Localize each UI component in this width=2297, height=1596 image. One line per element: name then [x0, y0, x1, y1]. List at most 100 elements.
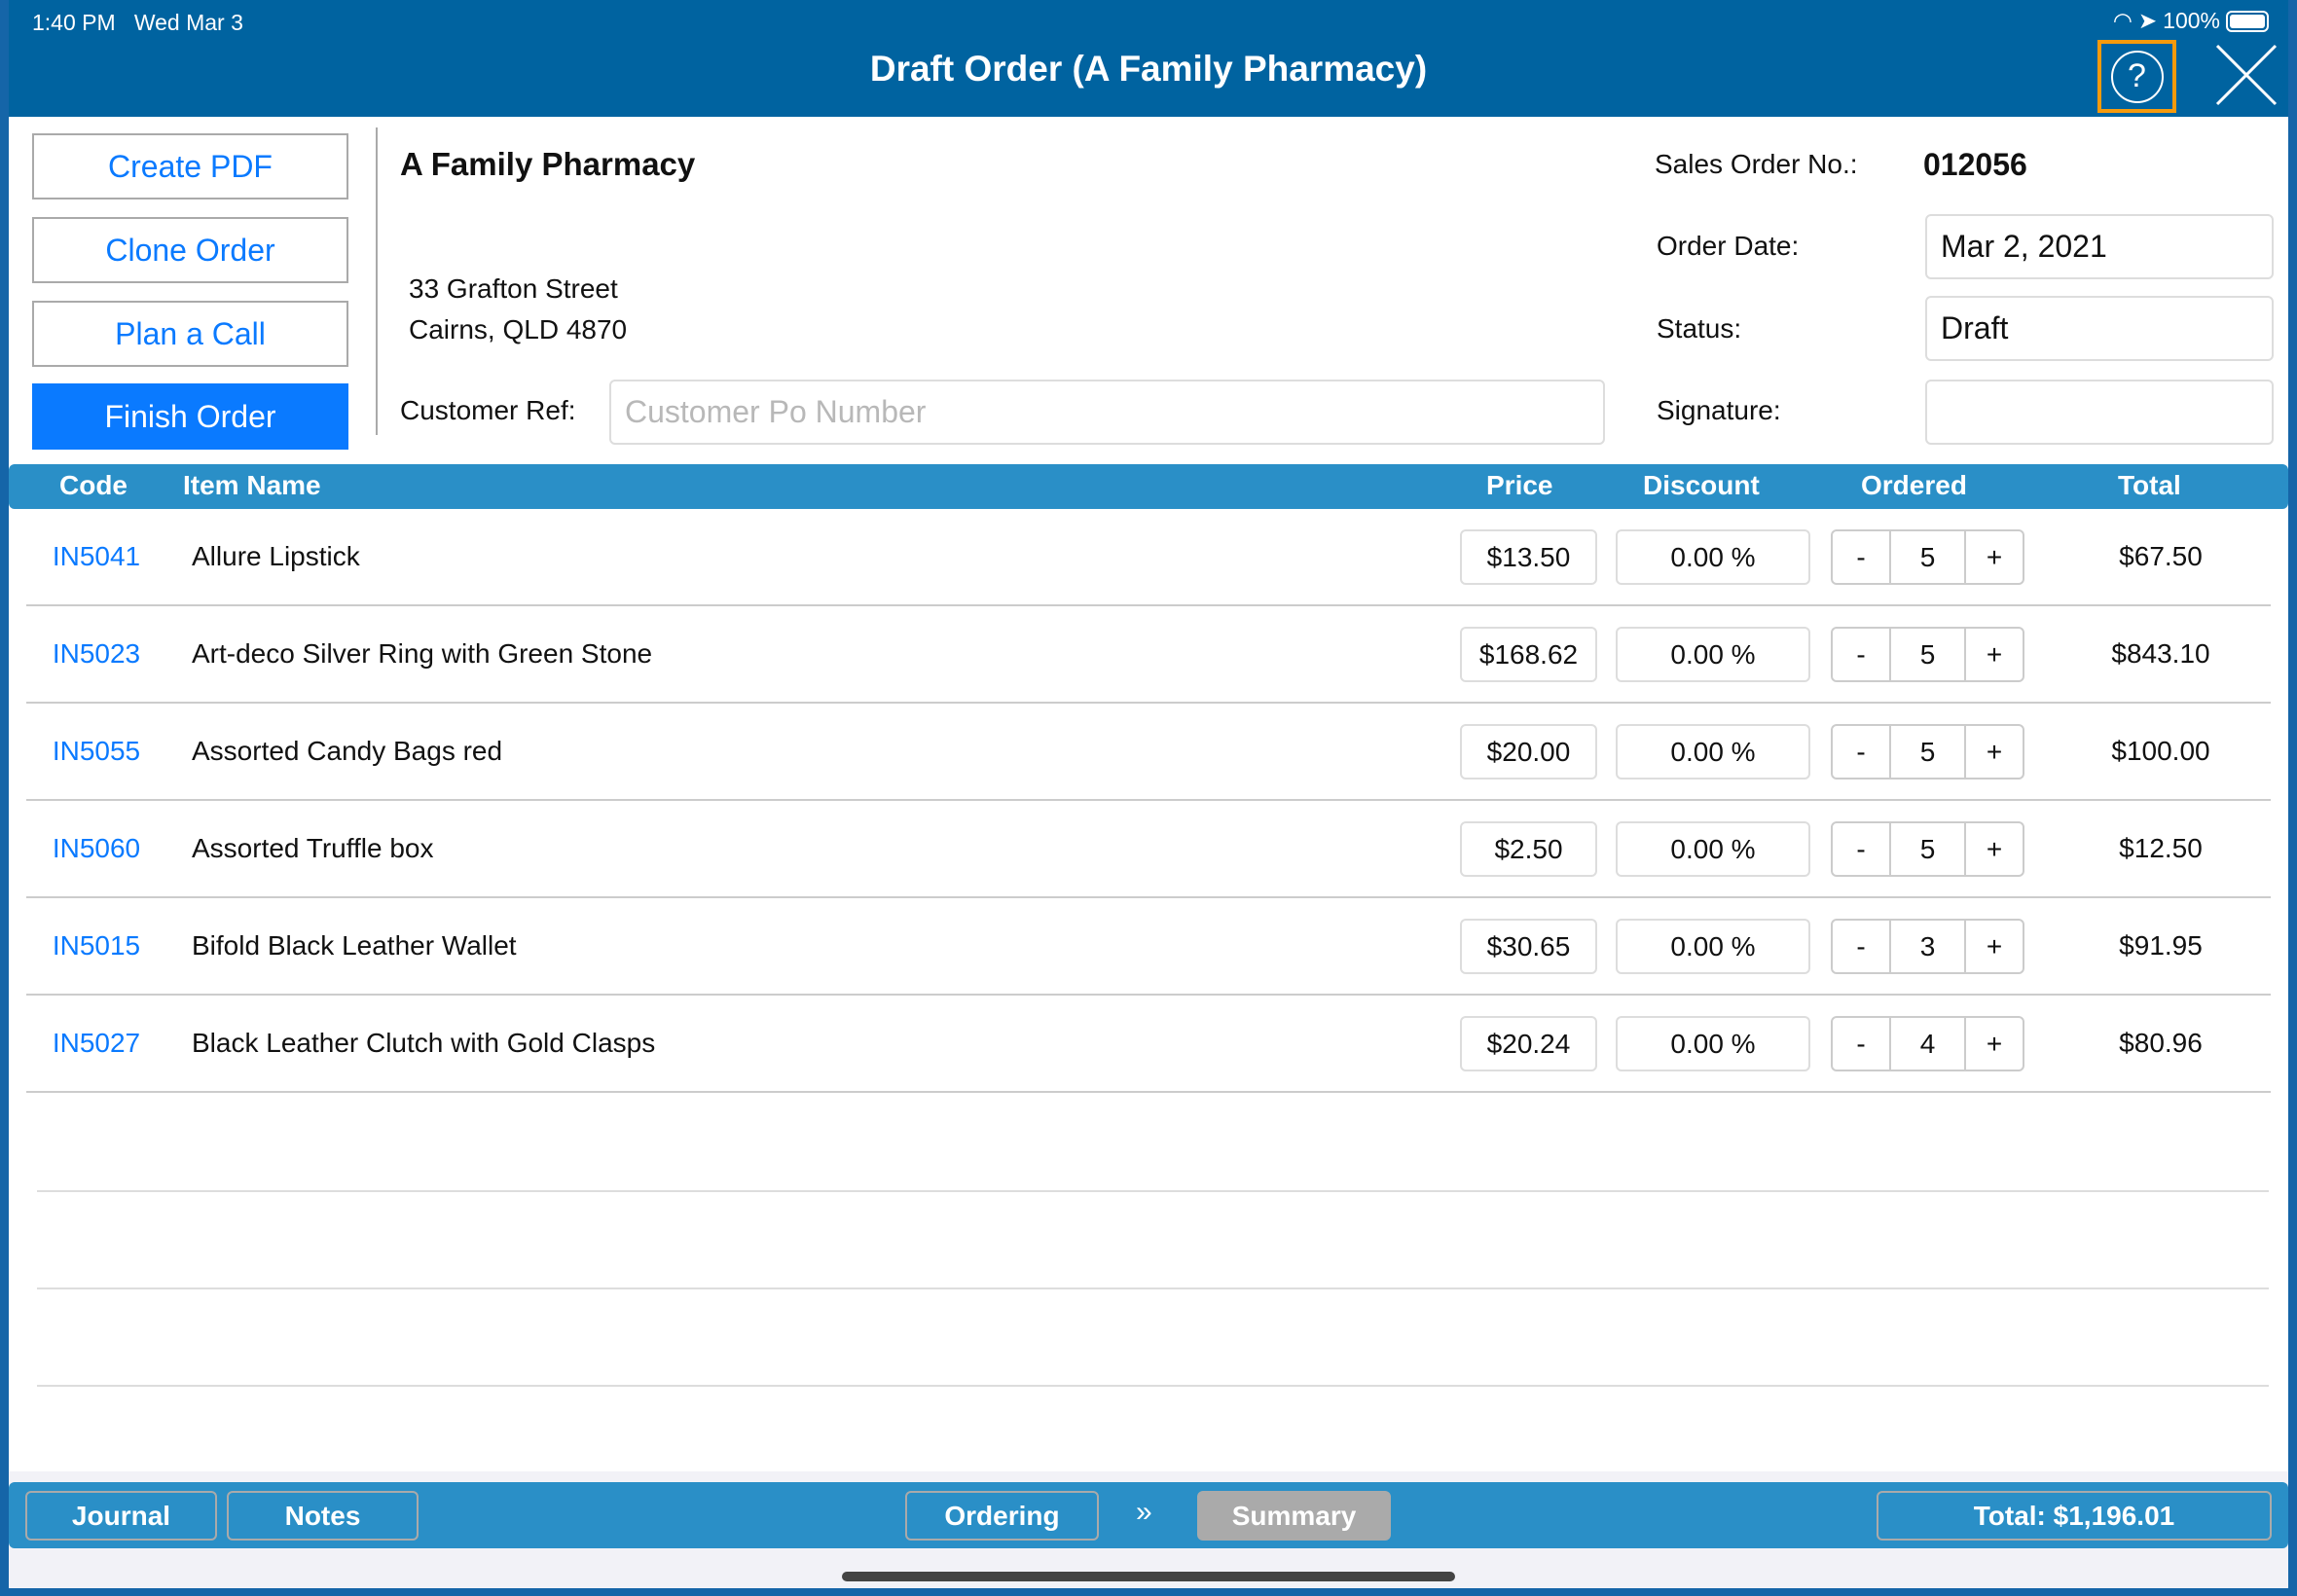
line-total: $12.50: [2119, 833, 2203, 863]
increment-button[interactable]: +: [1986, 930, 2003, 961]
clone-order-button[interactable]: Clone Order: [32, 217, 348, 283]
col-ordered: Ordered: [1861, 470, 1967, 500]
table-row[interactable]: IN5015 Bifold Black Leather Wallet $30.6…: [26, 898, 2271, 996]
table-row[interactable]: IN5055 Assorted Candy Bags red $20.00 0.…: [26, 704, 2271, 801]
quantity-value[interactable]: 4: [1889, 1018, 1966, 1070]
quantity-stepper: - 5 +: [1831, 529, 2024, 585]
customer-ref-field[interactable]: [609, 380, 1605, 445]
sales-order-number: 012056: [1923, 147, 2027, 182]
quantity-value[interactable]: 5: [1889, 726, 1966, 778]
quantity-value[interactable]: 3: [1889, 921, 1966, 972]
decrement-button[interactable]: -: [1856, 736, 1866, 767]
col-discount: Discount: [1643, 470, 1760, 500]
discount-field[interactable]: 0.00 %: [1616, 919, 1810, 974]
total-button[interactable]: Total: $1,196.01: [1877, 1491, 2272, 1541]
plan-call-button[interactable]: Plan a Call: [32, 301, 348, 367]
quantity-value[interactable]: 5: [1889, 531, 1966, 583]
decrement-button[interactable]: -: [1856, 930, 1866, 961]
table-row[interactable]: IN5041 Allure Lipstick $13.50 0.00 % - 5…: [26, 509, 2271, 606]
quantity-stepper: - 5 +: [1831, 821, 2024, 877]
quantity-stepper: - 4 +: [1831, 1016, 2024, 1071]
empty-row-divider: [37, 1385, 2269, 1387]
item-name: Art-deco Silver Ring with Green Stone: [192, 638, 653, 669]
item-code-link[interactable]: IN5023: [52, 638, 141, 669]
table-row[interactable]: IN5027 Black Leather Clutch with Gold Cl…: [26, 996, 2271, 1093]
address-line1: 33 Grafton Street: [409, 273, 618, 304]
status-field[interactable]: Draft: [1925, 296, 2274, 361]
time: 1:40 PM: [32, 10, 116, 35]
item-code-link[interactable]: IN5060: [52, 833, 141, 863]
customer-ref-input[interactable]: [625, 394, 1603, 430]
quantity-stepper: - 5 +: [1831, 724, 2024, 780]
customer-ref-label: Customer Ref:: [400, 395, 576, 425]
status-label: Status:: [1657, 313, 1742, 344]
line-total: $67.50: [2119, 541, 2203, 571]
item-name: Allure Lipstick: [192, 541, 360, 571]
col-item-name: Item Name: [183, 470, 321, 500]
quantity-value[interactable]: 5: [1889, 823, 1966, 875]
increment-button[interactable]: +: [1986, 1028, 2003, 1059]
discount-field[interactable]: 0.00 %: [1616, 627, 1810, 682]
quantity-stepper: - 5 +: [1831, 627, 2024, 682]
home-indicator[interactable]: [842, 1572, 1455, 1581]
order-date-label: Order Date:: [1657, 231, 1800, 261]
price-field[interactable]: $30.65: [1460, 919, 1597, 974]
col-code: Code: [59, 470, 128, 500]
signature-label: Signature:: [1657, 395, 1781, 425]
step-separator: »: [1136, 1496, 1152, 1528]
finish-order-button[interactable]: Finish Order: [32, 383, 348, 450]
signature-field[interactable]: [1925, 380, 2274, 445]
discount-field[interactable]: 0.00 %: [1616, 724, 1810, 780]
discount-field[interactable]: 0.00 %: [1616, 821, 1810, 877]
journal-button[interactable]: Journal: [25, 1491, 217, 1541]
date: Wed Mar 3: [133, 10, 243, 35]
create-pdf-button[interactable]: Create PDF: [32, 133, 348, 200]
status-time: 1:40 PM Wed Mar 3: [32, 10, 243, 36]
decrement-button[interactable]: -: [1856, 833, 1866, 864]
price-field[interactable]: $20.24: [1460, 1016, 1597, 1071]
increment-button[interactable]: +: [1986, 638, 2003, 670]
item-code-link[interactable]: IN5015: [52, 930, 141, 961]
item-code-link[interactable]: IN5027: [52, 1028, 141, 1058]
item-code-link[interactable]: IN5041: [52, 541, 141, 571]
item-name: Bifold Black Leather Wallet: [192, 930, 517, 961]
divider: [376, 127, 378, 435]
decrement-button[interactable]: -: [1856, 541, 1866, 572]
increment-button[interactable]: +: [1986, 541, 2003, 572]
item-code-link[interactable]: IN5055: [52, 736, 141, 766]
screen: 1:40 PM Wed Mar 3 ◠ ➤ 100% Draft Order (…: [9, 0, 2288, 1588]
quantity-stepper: - 3 +: [1831, 919, 2024, 974]
customer-name: A Family Pharmacy: [400, 146, 696, 182]
line-total: $100.00: [2111, 736, 2210, 766]
location-icon: ➤: [2137, 8, 2158, 33]
table-row[interactable]: IN5023 Art-deco Silver Ring with Green S…: [26, 606, 2271, 704]
quantity-value[interactable]: 5: [1889, 629, 1966, 680]
price-field[interactable]: $13.50: [1460, 529, 1597, 585]
price-field[interactable]: $168.62: [1460, 627, 1597, 682]
item-name: Black Leather Clutch with Gold Clasps: [192, 1028, 656, 1058]
col-price: Price: [1486, 470, 1553, 500]
discount-field[interactable]: 0.00 %: [1616, 529, 1810, 585]
wifi-icon: ◠: [2112, 8, 2133, 33]
order-date-field[interactable]: Mar 2, 2021: [1925, 214, 2274, 279]
summary-tab[interactable]: Summary: [1197, 1491, 1391, 1541]
table-row[interactable]: IN5060 Assorted Truffle box $2.50 0.00 %…: [26, 801, 2271, 898]
price-field[interactable]: $20.00: [1460, 724, 1597, 780]
price-field[interactable]: $2.50: [1460, 821, 1597, 877]
decrement-button[interactable]: -: [1856, 1028, 1866, 1059]
empty-row-divider: [37, 1288, 2269, 1289]
ordering-tab[interactable]: Ordering: [905, 1491, 1099, 1541]
line-total: $80.96: [2119, 1028, 2203, 1058]
increment-button[interactable]: +: [1986, 833, 2003, 864]
decrement-button[interactable]: -: [1856, 638, 1866, 670]
notes-button[interactable]: Notes: [227, 1491, 419, 1541]
battery-percent: 100%: [2163, 8, 2220, 33]
close-icon[interactable]: [2215, 44, 2278, 106]
line-total: $843.10: [2111, 638, 2210, 669]
increment-button[interactable]: +: [1986, 736, 2003, 767]
help-button[interactable]: ?: [2097, 40, 2176, 113]
table-header: Code Item Name Price Discount Ordered To…: [9, 464, 2288, 509]
footer-bar: Journal Notes Ordering » Summary Total: …: [9, 1482, 2288, 1548]
discount-field[interactable]: 0.00 %: [1616, 1016, 1810, 1071]
question-circle-icon: ?: [2110, 50, 2164, 103]
